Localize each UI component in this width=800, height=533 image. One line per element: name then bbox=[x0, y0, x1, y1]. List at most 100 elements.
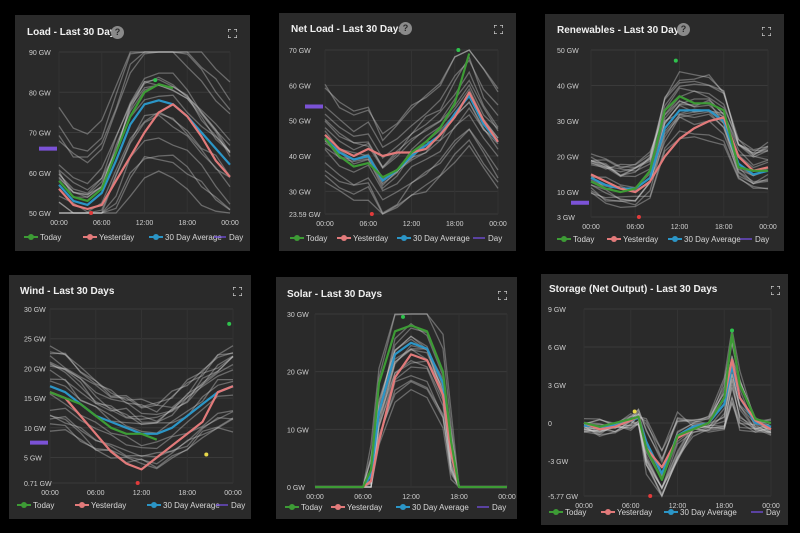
history-line bbox=[49, 411, 234, 458]
x-tick-label: 00:00 bbox=[759, 224, 777, 231]
legend-label: Day bbox=[492, 503, 506, 512]
highlight-point bbox=[204, 452, 209, 457]
series-line bbox=[58, 99, 231, 206]
y-tick-label: 30 GW bbox=[289, 189, 311, 196]
history-line bbox=[583, 400, 772, 495]
x-tick-label: 12:00 bbox=[136, 220, 154, 227]
panel-title: Solar - Last 30 Days bbox=[287, 289, 383, 300]
history-line bbox=[58, 51, 231, 158]
history-line bbox=[59, 154, 231, 214]
history-line bbox=[324, 144, 499, 215]
legend-swatch bbox=[401, 235, 407, 241]
legend-label: 30 Day Average bbox=[413, 234, 470, 243]
series-line bbox=[590, 95, 768, 194]
legend-swatch bbox=[605, 509, 611, 515]
y-tick-label: 0.71 GW bbox=[24, 481, 52, 488]
y-tick-label: 40 GW bbox=[289, 154, 311, 161]
history-line bbox=[590, 130, 769, 199]
y-tick-label: 3 GW bbox=[548, 383, 566, 390]
legend-swatch bbox=[79, 502, 85, 508]
help-icon[interactable]: ? bbox=[677, 23, 690, 36]
legend-label: Yesterday bbox=[353, 234, 388, 243]
x-tick-label: 12:00 bbox=[402, 494, 420, 501]
history-line bbox=[583, 397, 772, 489]
history-line bbox=[49, 407, 234, 450]
y-tick-label: 30 GW bbox=[24, 307, 46, 314]
max-point bbox=[401, 314, 405, 319]
history-line bbox=[49, 417, 234, 469]
highlight-point bbox=[632, 409, 637, 414]
y-tick-label: 50 GW bbox=[29, 211, 51, 218]
history-line bbox=[49, 414, 234, 458]
history-line bbox=[49, 426, 234, 470]
legend-label: Day bbox=[229, 233, 243, 242]
help-icon[interactable]: ? bbox=[111, 26, 124, 39]
history-line bbox=[49, 345, 234, 408]
y-tick-label: 10 GW bbox=[24, 426, 46, 433]
legend-label: 30 Day Average bbox=[680, 508, 737, 517]
y-tick-label: 50 GW bbox=[557, 48, 579, 55]
max-point bbox=[153, 78, 158, 83]
series-line bbox=[49, 391, 158, 441]
x-tick-label: 00:00 bbox=[582, 224, 600, 231]
history-line bbox=[324, 79, 499, 170]
panel-title: Net Load - Last 30 Days bbox=[291, 24, 404, 35]
min-point bbox=[369, 212, 374, 216]
storage-chart: 9 GW 6 GW 3 GW 0 -3 GW -5.77 GW 00:00 06:00 12:0… bbox=[548, 307, 780, 517]
legend-label: Yesterday bbox=[623, 235, 658, 244]
legend-swatch bbox=[611, 236, 617, 242]
y-tick-label: 20 GW bbox=[24, 366, 46, 373]
legend-swatch bbox=[672, 236, 678, 242]
legend-label: Day bbox=[766, 508, 780, 517]
storage-panel: Storage (Net Output) - Last 30 Days 9 GW… bbox=[541, 274, 788, 525]
history-line bbox=[324, 87, 499, 185]
x-tick-label: 06:00 bbox=[354, 494, 372, 501]
series-line bbox=[324, 53, 471, 179]
history-line bbox=[58, 76, 231, 185]
history-line bbox=[324, 128, 499, 201]
history-line bbox=[590, 113, 769, 206]
legend-label: 30 Day Average bbox=[163, 501, 220, 510]
legend-label: Day bbox=[488, 234, 502, 243]
y-tick-label: 3 GW bbox=[557, 215, 575, 222]
history-line bbox=[583, 374, 772, 482]
y-tick-label: 80 GW bbox=[29, 90, 51, 97]
history-line bbox=[58, 51, 231, 135]
panel-title: Load - Last 30 Days bbox=[27, 27, 121, 38]
history-line bbox=[49, 415, 234, 465]
y-tick-label: 0 bbox=[548, 421, 552, 428]
history-line bbox=[49, 380, 234, 425]
history-line bbox=[49, 355, 234, 426]
legend-swatch bbox=[87, 234, 93, 240]
history-line bbox=[324, 70, 499, 169]
wind-chart: 30 GW 25 GW 20 GW 15 GW 10 GW 5 GW 0.71 GW 00:0… bbox=[17, 307, 245, 510]
x-tick-label: 18:00 bbox=[178, 490, 196, 497]
series-line bbox=[58, 103, 231, 211]
legend-label: Today bbox=[573, 235, 594, 244]
max-point bbox=[673, 58, 678, 63]
history-line bbox=[49, 378, 233, 434]
legend-label: Today bbox=[306, 234, 327, 243]
x-tick-label: 06:00 bbox=[622, 503, 640, 510]
y-tick-label: 25 GW bbox=[24, 337, 46, 344]
legend-label: 30 Day Average bbox=[412, 503, 469, 512]
x-tick-label: 12:00 bbox=[403, 221, 421, 228]
legend-swatch bbox=[153, 234, 159, 240]
x-tick-label: 18:00 bbox=[715, 224, 733, 231]
help-icon[interactable]: ? bbox=[399, 22, 412, 35]
y-tick-label: 70 GW bbox=[289, 48, 311, 55]
legend-swatch bbox=[341, 235, 347, 241]
history-line bbox=[324, 128, 499, 214]
legend-label: Day bbox=[755, 235, 769, 244]
series-line bbox=[583, 333, 772, 481]
legend-swatch bbox=[151, 502, 157, 508]
history-line bbox=[324, 101, 499, 187]
x-tick-label: 18:00 bbox=[450, 494, 468, 501]
history-line bbox=[324, 113, 499, 192]
x-tick-label: 00:00 bbox=[489, 221, 507, 228]
y-tick-label: 20 GW bbox=[287, 370, 309, 377]
y-tick-label: 30 GW bbox=[557, 119, 579, 126]
x-tick-label: 00:00 bbox=[221, 220, 239, 227]
history-line bbox=[324, 83, 499, 169]
